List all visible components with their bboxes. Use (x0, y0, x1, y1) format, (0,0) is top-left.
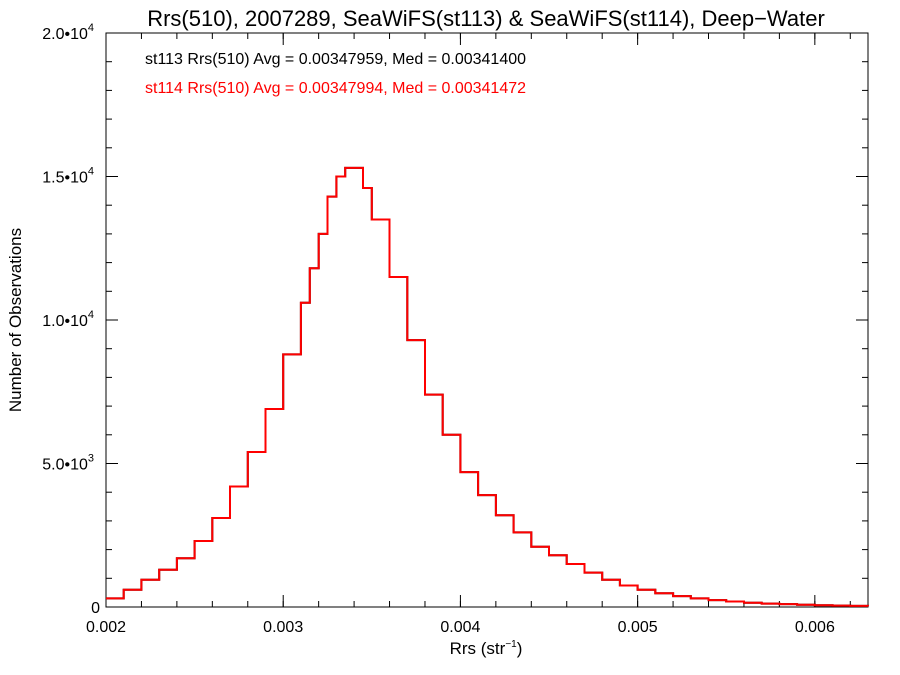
plot-frame (105, 32, 869, 608)
y-tick-label-1: 5.0•103 (42, 453, 94, 474)
x-tick-label-2: 0.004 (440, 619, 480, 636)
y-axis-label: Number of Observations (6, 228, 25, 412)
x-axis-label-text: Rrs (str (450, 639, 506, 658)
y-tick-label-3: 1.5•104 (42, 166, 94, 187)
annotation-st114: st114 Rrs(510) Avg = 0.00347994, Med = 0… (145, 80, 526, 97)
chart-title: Rrs(510), 2007289, SeaWiFS(st113) & SeaW… (147, 6, 825, 31)
y-tick-label-2: 1.0•104 (42, 309, 94, 330)
x-axis-label: Rrs (str−1) (450, 639, 523, 658)
x-tick-label-1: 0.003 (263, 619, 303, 636)
y-tick-label-0: 0 (91, 600, 100, 617)
y-tick-label-4: 2.0•104 (42, 22, 94, 43)
annotation-st113: st113 Rrs(510) Avg = 0.00347959, Med = 0… (145, 51, 526, 68)
x-tick-label-4: 0.006 (795, 619, 835, 636)
axis-ticks (105, 32, 868, 608)
x-tick-label-3: 0.005 (618, 619, 658, 636)
x-tick-label-0: 0.002 (86, 619, 126, 636)
series-layer (106, 166, 869, 607)
series-st113-line (106, 166, 869, 607)
series-st114-line (106, 166, 869, 607)
x-axis-label-exponent: −1 (505, 639, 517, 650)
axis-tick-labels: 0.002 0.003 0.004 0.005 0.006 0 5.0•103 1.0•104… (42, 22, 835, 636)
x-axis-label-close: ) (517, 639, 523, 658)
